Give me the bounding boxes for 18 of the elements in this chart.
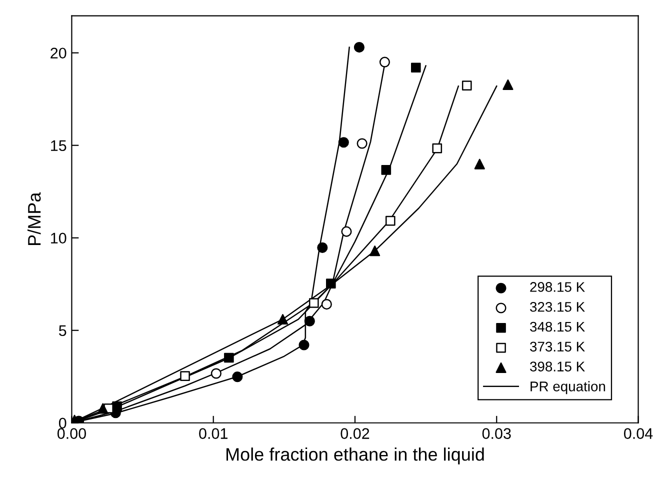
legend-label: 348.15 K: [530, 322, 585, 332]
legend-label: 373.15 K: [530, 342, 585, 352]
y-tick-label: 10: [51, 232, 66, 244]
y-axis-title: P/MPa: [27, 192, 41, 245]
x-tick-label: 0.02: [340, 428, 370, 439]
x-tick-label: 0.01: [199, 428, 228, 439]
x-tick-label: 0.03: [482, 428, 511, 439]
y-tick-label: 0: [58, 418, 66, 429]
legend-label: PR equation: [530, 381, 606, 394]
y-tick-label: 15: [51, 140, 66, 152]
legend-label: 323.15 K: [530, 302, 585, 312]
y-tick-label: 20: [50, 48, 66, 59]
y-tick-label: 5: [58, 325, 66, 336]
x-axis-title: Mole fraction ethane in the liquid: [226, 448, 484, 464]
legend-label: 298.15 K: [530, 282, 585, 292]
x-tick-label: 0.04: [624, 428, 653, 439]
legend-label: 398.15 K: [530, 362, 585, 372]
x-tick-label: 0.00: [57, 428, 86, 439]
